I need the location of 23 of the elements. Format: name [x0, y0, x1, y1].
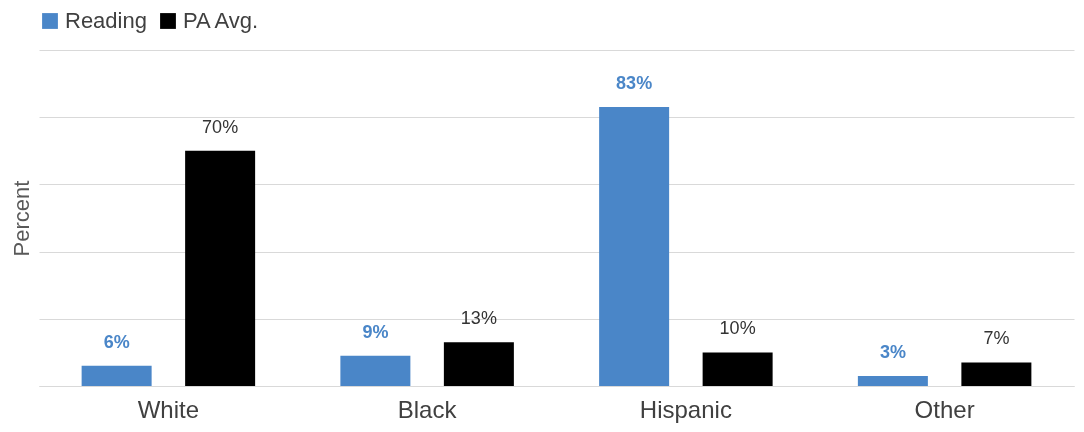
x-tick-label: Black: [397, 395, 458, 423]
bar: [81, 365, 152, 386]
bar: [340, 355, 411, 386]
data-label: 9%: [362, 321, 389, 342]
bar: [443, 342, 514, 386]
bar: [857, 375, 928, 386]
bar: [702, 352, 773, 386]
bar: [185, 150, 256, 386]
data-label: 3%: [879, 341, 906, 362]
legend-label: Reading: [65, 8, 147, 33]
data-label: 83%: [616, 73, 653, 94]
data-label: 6%: [103, 331, 130, 352]
data-label: 10%: [719, 318, 756, 339]
data-label: 7%: [983, 328, 1010, 349]
bar: [961, 362, 1032, 386]
data-label: 13%: [460, 308, 497, 329]
data-label: 70%: [202, 116, 239, 137]
x-tick-label: Other: [914, 395, 975, 423]
y-axis-title: Percent: [8, 180, 34, 257]
x-tick-label: White: [137, 395, 200, 423]
x-tick-label: Hispanic: [639, 395, 732, 423]
legend-label: PA Avg.: [183, 8, 259, 33]
bar: [599, 107, 670, 386]
